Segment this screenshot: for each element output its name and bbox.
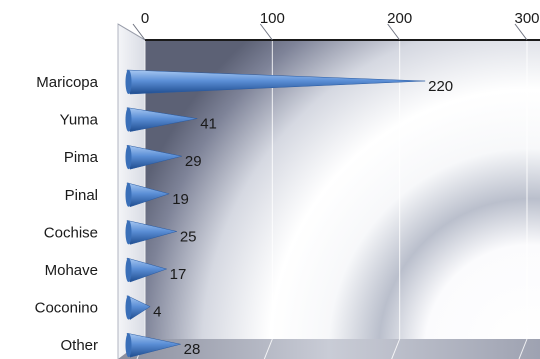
bar-base — [125, 333, 132, 358]
data-label: 17 — [170, 266, 187, 283]
category-label: Pima — [64, 149, 99, 166]
floor-gridline — [263, 338, 273, 359]
category-label: Mohave — [45, 262, 98, 279]
data-label: 4 — [153, 304, 161, 321]
floor-gridline — [518, 338, 528, 359]
category-label: Maricopa — [36, 74, 98, 91]
bar-base — [125, 182, 132, 207]
data-label: 19 — [172, 191, 189, 208]
bar-base — [125, 258, 132, 282]
back-wall — [145, 40, 540, 359]
data-label: 220 — [428, 78, 453, 95]
x-tick-mark — [387, 23, 401, 41]
category-label: Yuma — [60, 112, 99, 129]
bar-base — [125, 295, 132, 320]
bar-base — [125, 70, 132, 94]
data-label: 41 — [200, 116, 217, 133]
x-tick-label: 100 — [260, 10, 285, 27]
bar-base — [125, 107, 132, 132]
data-label: 28 — [184, 341, 201, 358]
floor-gridline — [391, 338, 401, 359]
x-tick-label: 200 — [387, 10, 412, 27]
category-label: Other — [60, 337, 98, 354]
x-tick-label: 0 — [141, 10, 149, 27]
category-label: Pinal — [65, 187, 98, 204]
bar-base — [125, 145, 132, 170]
x-tick-mark — [259, 23, 273, 41]
x-tick-label: 300 — [514, 10, 539, 27]
x-tick-mark — [514, 23, 528, 41]
axis-depth-line — [117, 23, 146, 41]
data-label: 29 — [185, 153, 202, 170]
category-label: Coconino — [35, 300, 98, 317]
category-label: Cochise — [44, 224, 98, 241]
chart-floor — [118, 339, 540, 359]
x-tick-mark — [132, 23, 146, 41]
bar-base — [125, 220, 132, 245]
data-label: 25 — [180, 228, 197, 245]
